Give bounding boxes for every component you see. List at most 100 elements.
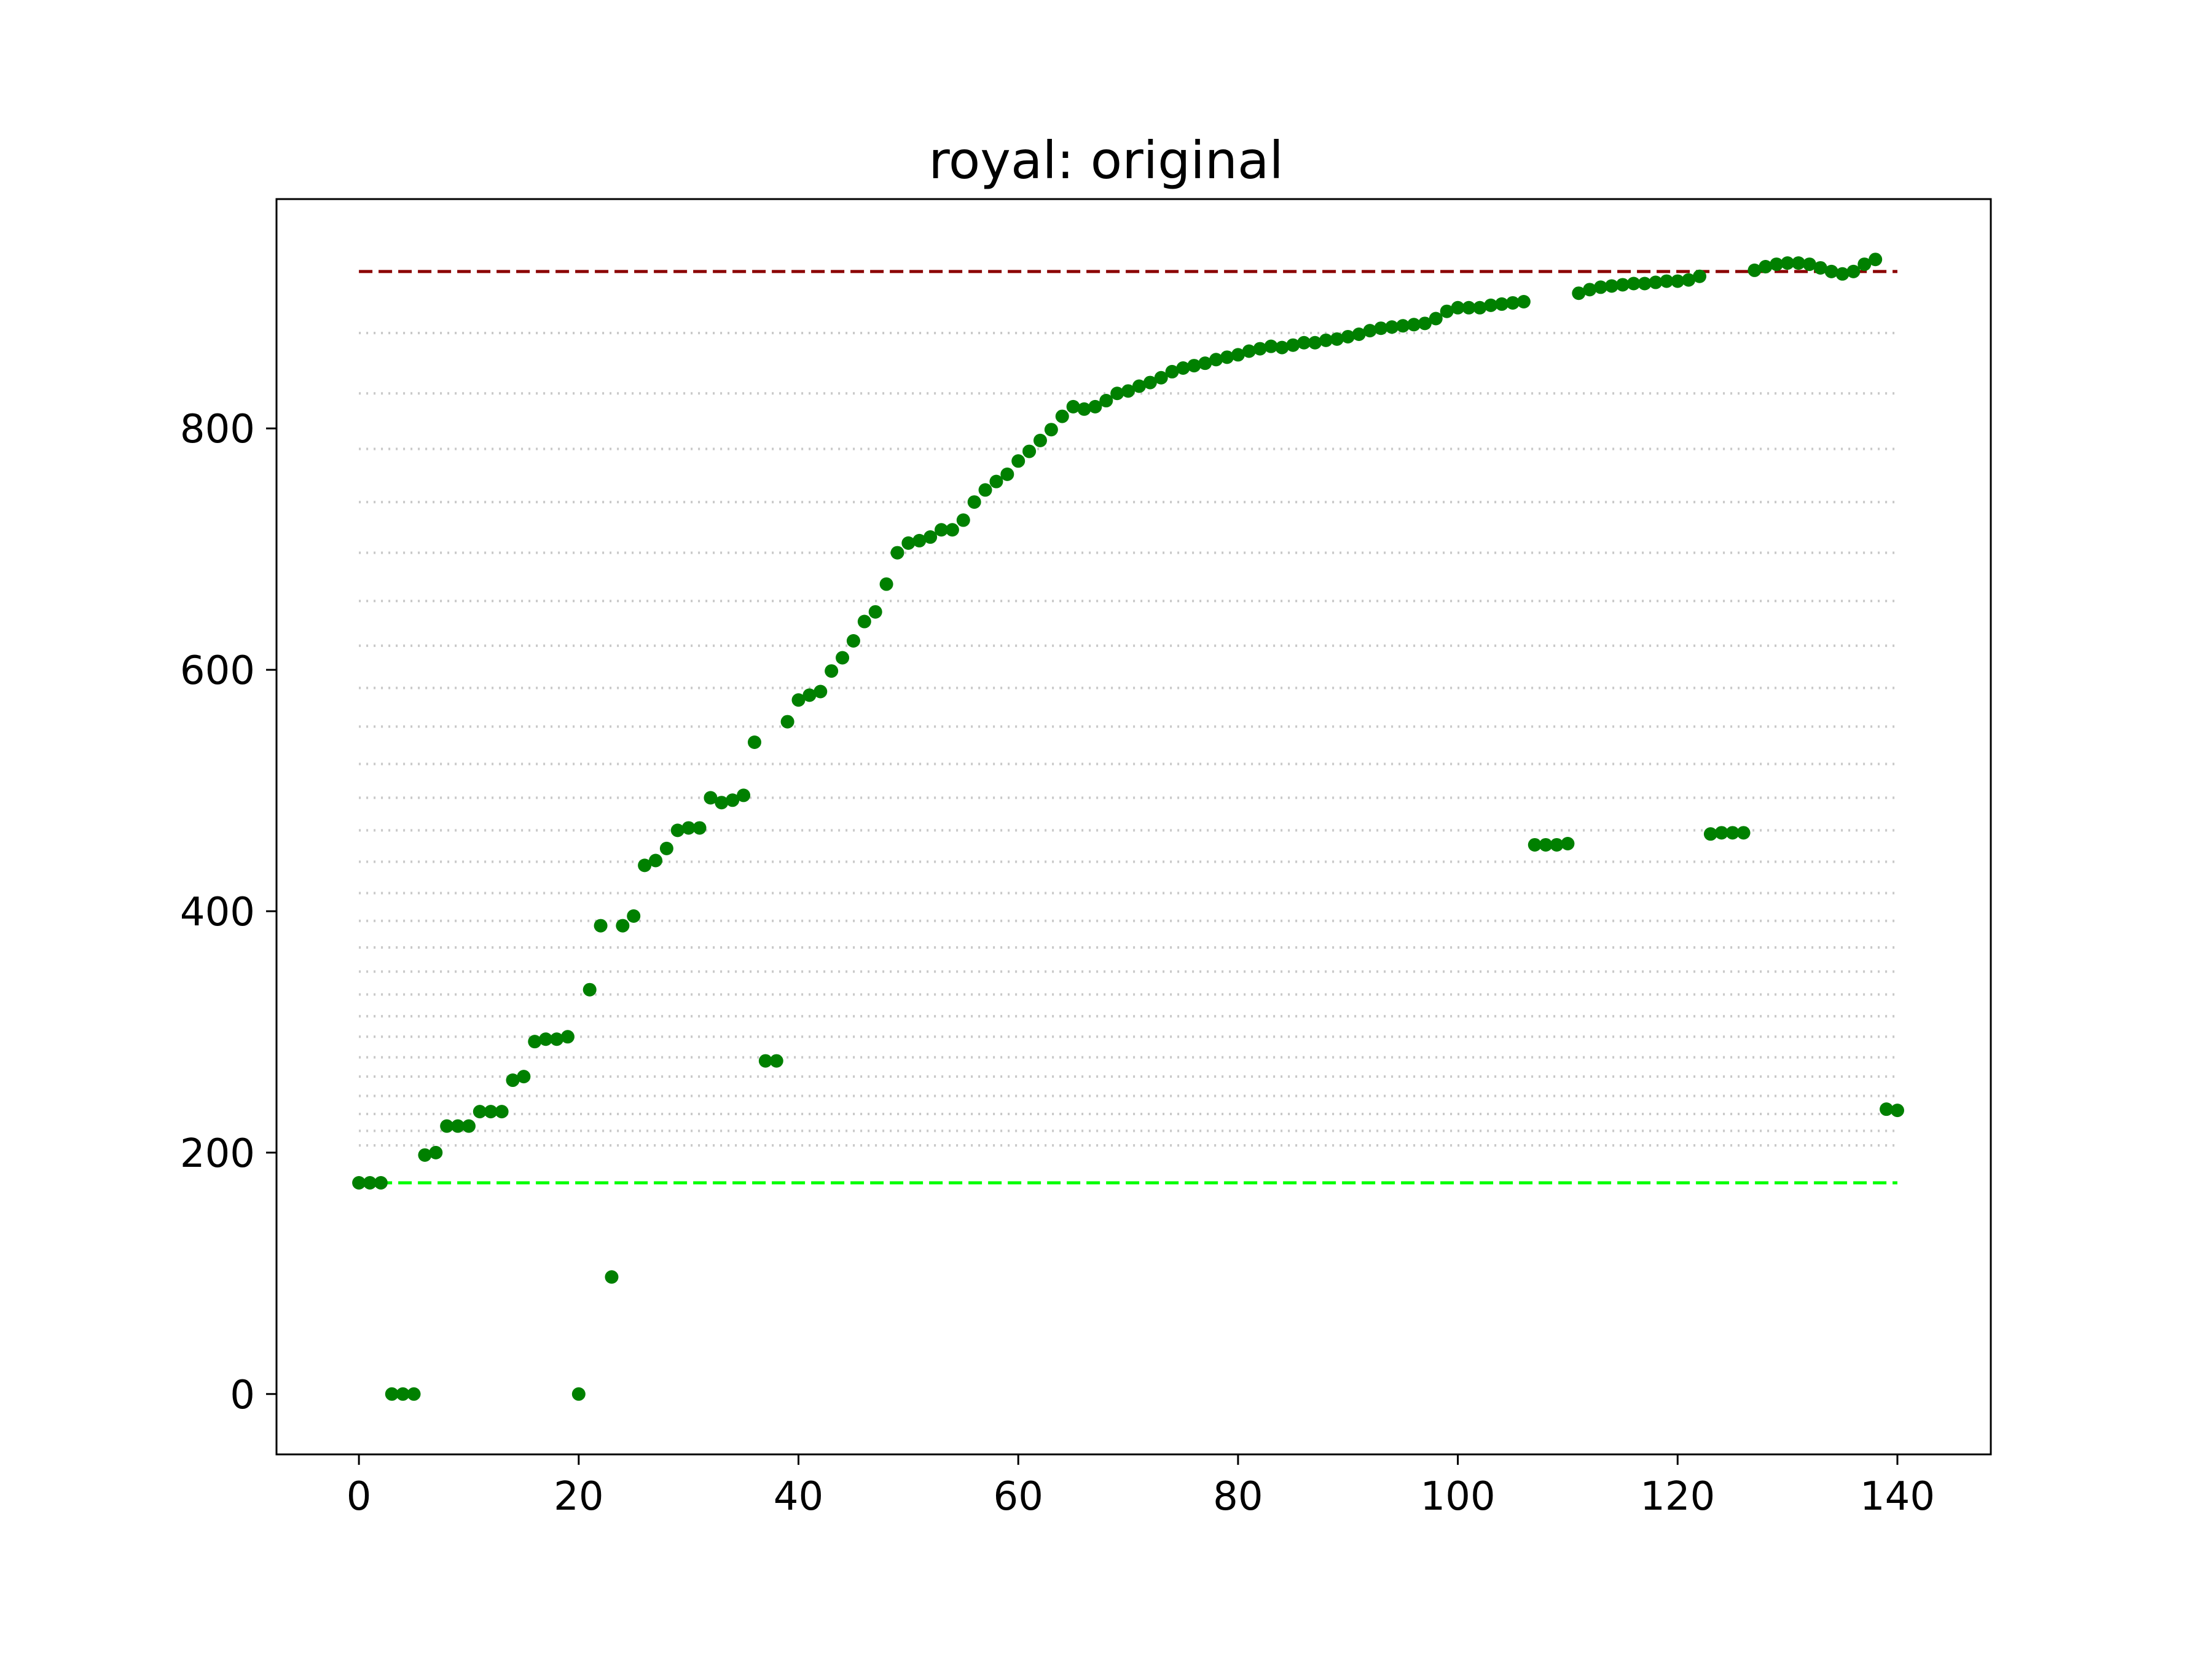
data-point — [978, 483, 992, 497]
y-tick-label: 400 — [180, 890, 255, 935]
data-point — [1055, 409, 1069, 423]
data-point — [780, 715, 794, 729]
plot-background — [276, 199, 1991, 1454]
data-point — [1099, 394, 1113, 408]
data-point — [396, 1387, 410, 1401]
x-tick-label: 100 — [1421, 1474, 1496, 1520]
plot-frame — [275, 198, 1992, 1456]
data-point — [890, 546, 904, 560]
data-point — [989, 474, 1003, 488]
data-point — [1824, 264, 1838, 278]
data-point — [429, 1145, 443, 1159]
data-point — [1088, 399, 1102, 414]
y-tick-label: 800 — [180, 407, 255, 452]
data-point — [1418, 316, 1432, 331]
y-tick-label: 600 — [180, 648, 255, 694]
data-point — [715, 796, 729, 810]
data-points — [352, 253, 1904, 1401]
data-point — [769, 1054, 783, 1068]
data-point — [1077, 402, 1091, 416]
data-point — [1440, 304, 1454, 318]
data-point — [737, 788, 751, 802]
x-tick-label: 80 — [1213, 1474, 1263, 1520]
data-point — [1044, 423, 1058, 437]
data-point — [1275, 340, 1289, 355]
data-point — [1506, 296, 1520, 310]
data-point — [912, 533, 927, 547]
data-point — [1583, 283, 1597, 297]
data-point — [528, 1035, 542, 1049]
y-tick-label: 0 — [230, 1373, 255, 1418]
data-point — [1813, 261, 1827, 275]
data-point — [1626, 276, 1641, 291]
data-point — [1352, 327, 1366, 342]
data-point — [1846, 264, 1861, 278]
x-tick-label: 20 — [554, 1474, 603, 1520]
data-point — [1880, 1102, 1894, 1116]
data-point — [1363, 324, 1377, 338]
data-point — [1594, 280, 1608, 294]
data-point — [1308, 335, 1322, 350]
data-point — [1473, 300, 1487, 315]
data-point — [868, 605, 882, 619]
data-point — [945, 523, 959, 537]
data-point — [1615, 278, 1630, 292]
reference-lines — [359, 270, 1897, 1185]
data-point — [1637, 276, 1652, 291]
x-tick-label: 60 — [993, 1474, 1043, 1520]
data-point — [1495, 297, 1509, 311]
data-point — [1736, 826, 1751, 840]
data-point — [517, 1070, 531, 1084]
data-point — [1132, 379, 1146, 393]
data-point — [967, 495, 981, 509]
data-point — [791, 693, 806, 707]
data-point — [461, 1119, 476, 1133]
data-point — [451, 1119, 465, 1133]
data-point — [1341, 329, 1355, 343]
data-point — [825, 664, 839, 678]
data-point — [539, 1032, 553, 1046]
data-point — [1209, 353, 1223, 367]
data-point — [374, 1176, 388, 1190]
data-point — [1176, 361, 1190, 375]
data-point — [1561, 837, 1575, 851]
data-point — [814, 684, 828, 699]
data-point — [1407, 318, 1421, 332]
data-point — [1165, 364, 1179, 378]
data-point — [1857, 257, 1872, 272]
data-point — [1539, 837, 1553, 852]
data-point — [704, 791, 718, 805]
data-point — [1297, 335, 1311, 350]
y-tick-label: 200 — [180, 1131, 255, 1177]
data-point — [802, 688, 817, 702]
data-point — [1660, 274, 1674, 288]
data-point — [1154, 371, 1168, 385]
data-point — [956, 513, 970, 527]
data-point — [1516, 294, 1531, 308]
data-point — [627, 909, 641, 923]
data-point — [747, 735, 761, 749]
data-point — [1747, 263, 1762, 277]
data-point — [1604, 279, 1618, 293]
data-point — [1869, 253, 1883, 267]
data-point — [440, 1119, 454, 1133]
data-point — [901, 536, 916, 550]
data-point — [1033, 433, 1047, 447]
data-point — [352, 1176, 366, 1190]
data-point — [857, 614, 871, 629]
data-point — [1121, 384, 1135, 398]
data-point — [1429, 312, 1443, 326]
data-point — [1682, 273, 1696, 287]
x-axis: 0 20 40 60 80 100 120 140 — [347, 1454, 1935, 1520]
data-point — [1649, 275, 1663, 289]
x-tick-label: 0 — [347, 1474, 372, 1520]
data-point — [582, 982, 597, 997]
data-point — [1110, 386, 1124, 401]
data-point — [1725, 826, 1739, 840]
data-point — [1693, 269, 1707, 283]
data-point — [1484, 298, 1498, 312]
data-point — [1759, 260, 1773, 274]
data-point — [649, 853, 663, 868]
data-point — [1022, 444, 1037, 458]
